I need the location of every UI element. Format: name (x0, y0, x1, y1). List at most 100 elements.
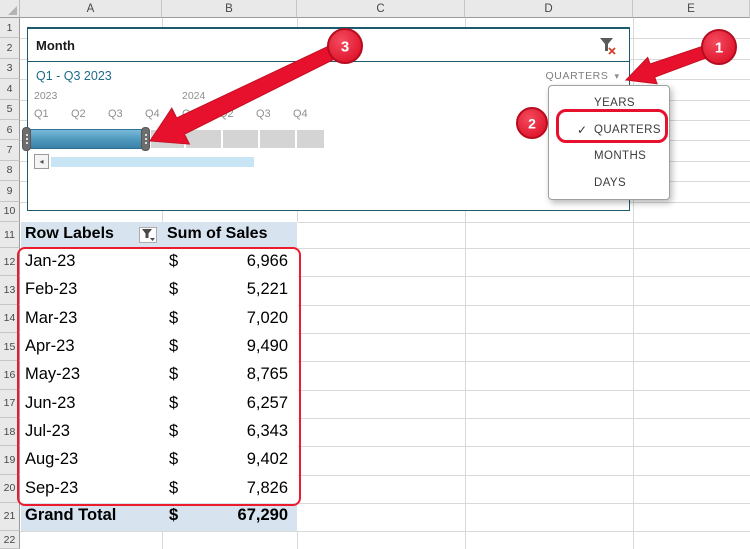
pivot-cell-month[interactable]: Sep-23 (25, 479, 78, 498)
pivot-cell-month[interactable]: Aug-23 (25, 450, 78, 469)
quarter-tile-2023-Q2[interactable] (67, 129, 105, 149)
quarter-label-2023-Q3: Q3 (108, 108, 123, 120)
row-header-21[interactable]: 21 (0, 503, 20, 531)
pivot-cell-month[interactable]: Jul-23 (25, 422, 70, 441)
row-header-15[interactable]: 15 (0, 333, 20, 361)
column-header-D[interactable]: D (465, 0, 633, 18)
timeline-scroll-left-button[interactable]: ◂ (34, 154, 49, 169)
menu-item-label: QUARTERS (594, 124, 661, 136)
row-header-17[interactable]: 17 (0, 390, 20, 418)
row-header-20[interactable]: 20 (0, 475, 20, 503)
quarter-tile-2024-Q4[interactable] (297, 130, 324, 148)
annotation-step-1: 1 (715, 40, 723, 57)
row-header-1[interactable]: 1 (0, 18, 20, 38)
pivot-table: Row Labels Sum of Sales Jan-23 $6,966 Feb-… (20, 222, 298, 531)
quarter-tile-2023-Q3[interactable] (104, 129, 142, 149)
year-label-2024: 2024 (182, 90, 205, 102)
grand-total-currency[interactable]: $ (169, 506, 178, 525)
menu-item-label: MONTHS (594, 150, 646, 162)
row-header-14[interactable]: 14 (0, 305, 20, 333)
grand-total-value[interactable]: 67,290 (238, 506, 288, 525)
table-row-Apr-23: Apr-23 $9,490 (21, 333, 297, 361)
column-header-A[interactable]: A (20, 0, 162, 18)
table-row-Sep-23: Sep-23 $7,826 (21, 475, 297, 503)
row-header-13[interactable]: 13 (0, 276, 20, 304)
pivot-cell-value[interactable]: 9,490 (247, 337, 288, 356)
timeline-selected-range: Q1 - Q3 2023 (36, 69, 112, 83)
row-header-5[interactable]: 5 (0, 100, 20, 120)
row-header-9[interactable]: 9 (0, 181, 20, 201)
pivot-cell-value[interactable]: 7,020 (247, 309, 288, 328)
row-header-8[interactable]: 8 (0, 161, 20, 181)
pivot-cell-currency[interactable]: $ (169, 309, 178, 328)
pivot-cell-currency[interactable]: $ (169, 337, 178, 356)
menu-item-quarters[interactable]: ✓QUARTERS (549, 117, 669, 144)
pivot-cell-value[interactable]: 6,257 (247, 394, 288, 413)
pivot-cell-value[interactable]: 6,966 (247, 252, 288, 271)
menu-item-years[interactable]: ✓YEARS (549, 90, 669, 117)
pivot-cell-month[interactable]: Jun-23 (25, 394, 75, 413)
quarter-label-2023-Q1: Q1 (34, 108, 49, 120)
pivot-cell-currency[interactable]: $ (169, 280, 178, 299)
quarter-tile-2023-Q1[interactable] (30, 129, 68, 149)
pivot-cell-currency[interactable]: $ (169, 252, 178, 271)
menu-item-label: YEARS (594, 97, 635, 109)
pivot-cell-value[interactable]: 8,765 (247, 365, 288, 384)
quarter-label-2023-Q4: Q4 (145, 108, 160, 120)
selection-handle-left[interactable] (22, 127, 31, 151)
table-row-Feb-23: Feb-23 $5,221 (21, 276, 297, 304)
pivot-cell-value[interactable]: 5,221 (247, 280, 288, 299)
select-all-corner[interactable] (0, 0, 20, 18)
column-header-B[interactable]: B (162, 0, 297, 18)
timeline-slicer: Month Q1 - Q3 2023 QUARTERS ▾ 20232024 Q… (27, 27, 630, 211)
selection-handle-right[interactable] (141, 127, 150, 151)
quarter-tile-2023-Q4[interactable] (151, 130, 184, 148)
pivot-header-row-labels[interactable]: Row Labels (25, 225, 114, 243)
pivot-cell-value[interactable]: 7,826 (247, 479, 288, 498)
pivot-cell-value[interactable]: 6,343 (247, 422, 288, 441)
row-header-3[interactable]: 3 (0, 59, 20, 79)
pivot-header-values[interactable]: Sum of Sales (167, 225, 267, 243)
row-header-6[interactable]: 6 (0, 120, 20, 140)
menu-item-label: DAYS (594, 177, 626, 189)
row-header-12[interactable]: 12 (0, 248, 20, 276)
row-header-22[interactable]: 22 (0, 531, 20, 549)
quarter-tile-2024-Q2[interactable] (223, 130, 258, 148)
timeline-scrollbar[interactable] (51, 157, 254, 167)
row-header-4[interactable]: 4 (0, 79, 20, 99)
column-header-C[interactable]: C (297, 0, 465, 18)
pivot-cell-currency[interactable]: $ (169, 365, 178, 384)
column-header-E[interactable]: E (633, 0, 750, 18)
menu-item-months[interactable]: ✓MONTHS (549, 143, 669, 170)
time-level-dropdown[interactable]: QUARTERS ▾ (540, 70, 625, 82)
table-row-May-23: May-23 $8,765 (21, 361, 297, 389)
row-header-11[interactable]: 11 (0, 222, 20, 248)
pivot-cell-month[interactable]: Jan-23 (25, 252, 75, 271)
row-labels-filter-button[interactable] (139, 227, 157, 243)
pivot-cell-month[interactable]: Apr-23 (25, 337, 75, 356)
row-header-18[interactable]: 18 (0, 418, 20, 446)
row-header-7[interactable]: 7 (0, 140, 20, 160)
row-header-19[interactable]: 19 (0, 446, 20, 474)
menu-item-days[interactable]: ✓DAYS (549, 170, 669, 197)
clear-filter-button[interactable] (597, 37, 617, 56)
row-header-10[interactable]: 10 (0, 202, 20, 222)
timeline-title: Month (36, 38, 75, 53)
pivot-cell-currency[interactable]: $ (169, 422, 178, 441)
row-header-2[interactable]: 2 (0, 38, 20, 58)
table-row-Mar-23: Mar-23 $7,020 (21, 305, 297, 333)
pivot-cell-currency[interactable]: $ (169, 479, 178, 498)
pivot-cell-month[interactable]: May-23 (25, 365, 80, 384)
quarter-tile-2024-Q3[interactable] (260, 130, 295, 148)
table-row-Jun-23: Jun-23 $6,257 (21, 390, 297, 418)
pivot-cell-currency[interactable]: $ (169, 394, 178, 413)
pivot-cell-month[interactable]: Mar-23 (25, 309, 77, 328)
grand-total-label[interactable]: Grand Total (25, 506, 116, 525)
table-row-Jul-23: Jul-23 $6,343 (21, 418, 297, 446)
quarter-tile-2024-Q1[interactable] (186, 130, 221, 148)
row-header-16[interactable]: 16 (0, 361, 20, 389)
pivot-cell-value[interactable]: 9,402 (247, 450, 288, 469)
pivot-data-rows: Jan-23 $6,966 Feb-23 $5,221 Mar-23 $7,020 Apr-… (21, 248, 297, 503)
pivot-cell-month[interactable]: Feb-23 (25, 280, 77, 299)
pivot-cell-currency[interactable]: $ (169, 450, 178, 469)
